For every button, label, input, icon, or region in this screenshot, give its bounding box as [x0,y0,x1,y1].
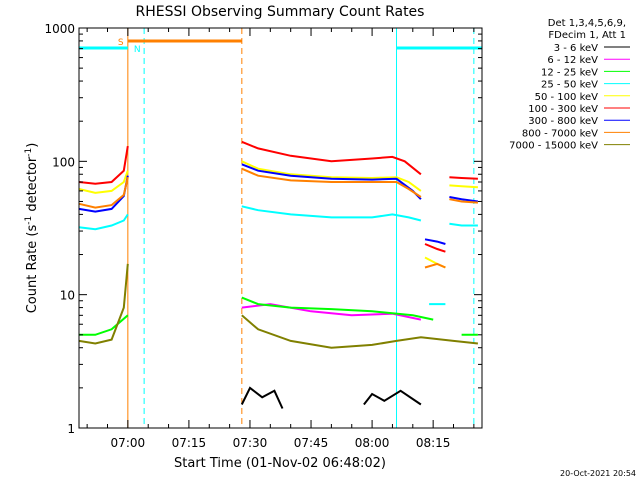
chart-title: RHESSI Observing Summary Count Rates [136,4,425,20]
series-line [79,314,129,336]
series-line [424,243,446,253]
series-line [78,263,129,345]
x-tick-label: 08:00 [355,436,390,450]
x-tick-label: 08:15 [416,436,451,450]
flag-bars: SN [79,38,482,55]
series-line [449,222,478,227]
x-axis: 07:00 07:15 07:30 07:45 08:00 08:15 [86,28,475,450]
series-line [241,160,422,192]
series-line [449,184,478,189]
y-axis: 1 10 100 1000 [44,22,482,436]
series-line [424,238,446,245]
legend-label: 800 - 7000 keV [522,128,598,139]
legend-label: 300 - 800 keV [528,116,598,127]
legend-label: 50 - 100 keV [535,92,599,103]
legend-label: 3 - 6 keV [554,43,598,54]
y-tick-label: 10 [60,289,75,303]
x-tick-label: 07:30 [233,436,268,450]
legend-label: 6 - 12 keV [547,55,598,66]
series-line [449,176,478,180]
legend-label: 7000 - 15000 keV [509,141,598,152]
series-line [449,196,479,203]
x-axis-label: Start Time (01-Nov-02 06:48:02) [174,456,386,471]
series-line [363,389,422,406]
legend-label: 25 - 50 keV [541,80,598,91]
series-line [241,314,479,349]
series-line [241,167,422,198]
y-tick-label: 100 [52,155,75,169]
legend-header: Det 1,3,4,5,6,9, [548,18,626,29]
footer-timestamp: 20-Oct-2021 20:54 [560,469,636,478]
x-tick-label: 07:45 [294,436,329,450]
series-line [241,296,434,321]
vertical-markers [127,28,475,428]
series-line [241,205,422,222]
legend: Det 1,3,4,5,6,9,FDecim 1, Att 1 3 - 6 keV… [509,18,630,152]
series-line [78,145,129,185]
series-line [240,386,284,409]
series-line [241,140,422,176]
y-tick-label: 1000 [44,22,75,36]
series-line [424,262,446,269]
legend-label: 12 - 25 keV [541,67,598,78]
flag-label: N [134,45,141,55]
series-line [78,213,129,231]
series-lines [78,140,479,409]
legend-label: 100 - 300 keV [528,104,598,115]
series-line [78,176,129,209]
series-line [449,198,478,204]
plot-frame [78,27,483,429]
legend-header: FDecim 1, Att 1 [548,30,626,41]
x-tick-label: 07:00 [111,436,146,450]
flag-label: S [118,38,124,48]
series-line [78,170,129,194]
y-axis-label: Count Rate (s-1 detector-1) [24,143,40,314]
y-tick-label: 1 [67,422,75,436]
series-line [241,303,422,321]
x-tick-label: 07:15 [172,436,207,450]
